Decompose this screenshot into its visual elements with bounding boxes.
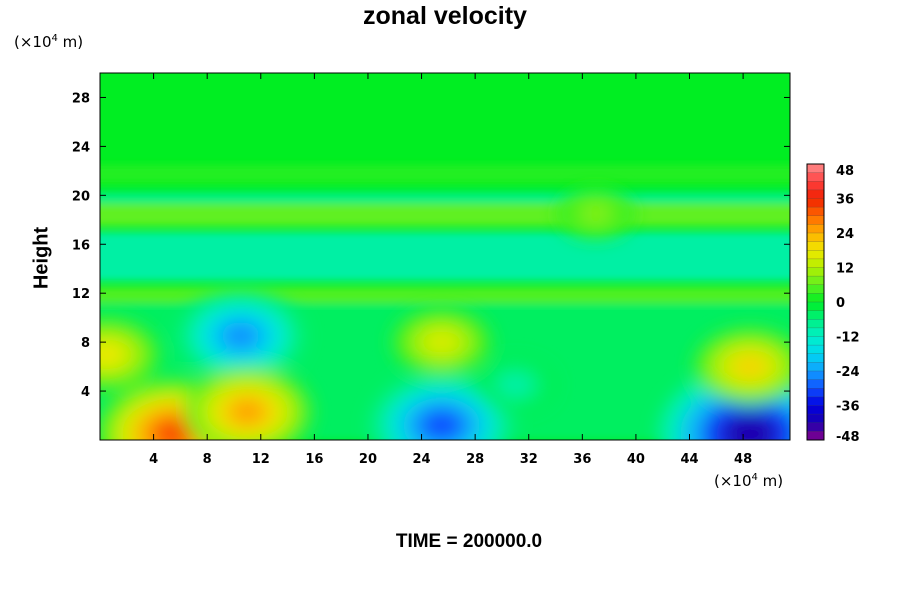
colorbar-frame (806, 163, 825, 441)
y-tick-label: 24 (72, 140, 90, 155)
colorbar-segment (807, 302, 824, 312)
x-tick-label: 28 (466, 452, 484, 467)
x-tick-label: 16 (305, 452, 323, 467)
y-unit-suffix: m) (57, 33, 84, 51)
colorbar-tick-label: 12 (836, 262, 854, 277)
colorbar-segment (807, 310, 824, 320)
colorbar-segment (807, 267, 824, 277)
colorbar-segment (807, 345, 824, 355)
x-tick-label: 48 (734, 452, 752, 467)
x-axis-unit: (×104 m) (714, 472, 783, 490)
colorbar-segment (807, 164, 824, 174)
colorbar-segment (807, 207, 824, 217)
x-tick-label: 4 (149, 452, 158, 467)
anomaly-contour (221, 322, 261, 350)
field-band (100, 287, 790, 303)
colorbar-segment (807, 388, 824, 398)
colorbar-segment (807, 284, 824, 294)
colorbar-tick-label: -24 (836, 365, 860, 380)
y-unit-prefix: (×10 (14, 33, 52, 51)
x-tick-label: 36 (573, 452, 591, 467)
colorbar-segment (807, 405, 824, 415)
colorbar-segment (807, 181, 824, 191)
anomaly-contour (150, 417, 197, 440)
x-ticks: 4 8 12 16 20 24 28 32 36 40 44 48 (149, 73, 752, 467)
colorbar-segment (807, 379, 824, 389)
x-unit-prefix: (×10 (714, 472, 752, 490)
colorbar-segment (807, 250, 824, 260)
x-tick-label: 24 (413, 452, 431, 467)
x-tick-label: 40 (627, 452, 645, 467)
colorbar-segment (807, 215, 824, 225)
anomaly-contour (426, 331, 457, 353)
colorbar-tick-label: -48 (836, 430, 860, 445)
colorbar-tick-label: 36 (836, 193, 854, 208)
plot-frame (99, 72, 791, 441)
colorbar: 48 36 24 12 0 -12 -24 -36 -48 (806, 163, 860, 445)
y-tick-label: 4 (81, 385, 90, 400)
y-tick-label: 16 (72, 238, 90, 253)
colorbar-tick-label: -36 (836, 400, 860, 415)
y-tick-label: 12 (72, 287, 90, 302)
field-band (100, 232, 790, 281)
colorbar-tick-label: -12 (836, 331, 860, 346)
colorbar-segment (807, 414, 824, 424)
colorbar-segment (807, 353, 824, 363)
y-unit-exponent: 4 (51, 33, 58, 44)
anomaly-contour (100, 343, 123, 366)
anomaly-contour (583, 205, 608, 222)
anomaly-contour (732, 354, 767, 379)
colorbar-segment (807, 241, 824, 251)
x-tick-label: 20 (359, 452, 377, 467)
anomaly-contour (503, 376, 528, 394)
colorbar-segment (807, 422, 824, 432)
colorbar-segment (807, 371, 824, 381)
anomaly-contour (419, 409, 464, 440)
field-band (100, 203, 790, 226)
colorbar-tick-label: 48 (836, 164, 854, 179)
colorbar-segment (807, 189, 824, 199)
field-band (100, 191, 790, 204)
y-tick-label: 28 (72, 91, 90, 106)
field-band (100, 164, 790, 184)
y-tick-label: 8 (81, 336, 90, 351)
x-tick-label: 8 (203, 452, 212, 467)
colorbar-segment (807, 293, 824, 303)
y-tick-label: 20 (72, 189, 90, 204)
colorbar-segment (807, 319, 824, 329)
colorbar-segment (807, 431, 824, 441)
x-tick-label: 44 (680, 452, 698, 467)
x-tick-label: 12 (252, 452, 270, 467)
colorbar-segment (807, 396, 824, 406)
colorbar-segment (807, 336, 824, 346)
colorbar-segment (807, 198, 824, 208)
colorbar-segment (807, 276, 824, 286)
y-ticks: 4 8 12 16 20 24 28 (72, 91, 790, 400)
colorbar-segment (807, 233, 824, 243)
contour-field (100, 73, 790, 440)
chart-title: zonal velocity (363, 2, 527, 30)
colorbar-segment (807, 327, 824, 337)
time-label: TIME = 200000.0 (395, 531, 543, 552)
x-unit-exponent: 4 (751, 472, 758, 483)
anomaly-contour (721, 413, 778, 440)
y-axis-unit: (×104 m) (14, 33, 83, 51)
colorbar-tick-label: 24 (836, 227, 854, 242)
colorbar-tick-label: 0 (836, 296, 845, 311)
x-tick-label: 32 (520, 452, 538, 467)
colorbar-segment (807, 172, 824, 182)
x-unit-suffix: m) (757, 472, 784, 490)
colorbar-segment (807, 258, 824, 268)
anomaly-contour (227, 398, 267, 426)
anomaly-layer (100, 188, 790, 440)
colorbar-segment (807, 224, 824, 234)
colorbar-segment (807, 362, 824, 372)
